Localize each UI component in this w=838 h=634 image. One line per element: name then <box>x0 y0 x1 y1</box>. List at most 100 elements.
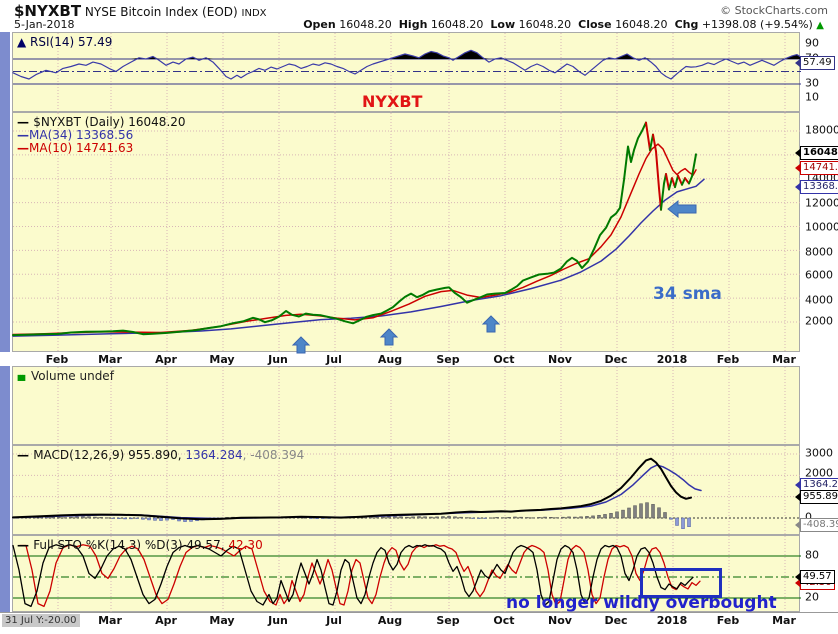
chg-label: Chg <box>674 18 699 31</box>
rsi-panel-tick-30: 30 <box>805 76 819 90</box>
low-label: Low <box>490 18 516 31</box>
month-label-Dec: Dec <box>604 353 628 366</box>
chart-header: $NYXBT NYSE Bitcoin Index (EOD) INDX <box>14 2 267 20</box>
month-label-Sep: Sep <box>436 614 460 627</box>
open-value: 16048.20 <box>339 18 392 31</box>
month-label-Nov: Nov <box>548 614 572 627</box>
high-label: High <box>398 18 428 31</box>
price-panel-tick-8000: 8000 <box>805 245 833 259</box>
x-axis-months-upper: Feb Mar Apr May Jun Jul Aug Sep Oct Nov Dec 2018 Feb… <box>0 352 838 366</box>
exchange-label: INDX <box>241 8 267 19</box>
month-label-Mar: Mar <box>98 614 122 627</box>
macd-panel-legend: — MACD(12,26,9) 955.890, 1364.284, -408.… <box>17 449 304 462</box>
stoch-panel-plot <box>12 536 801 613</box>
month-label-Mar: Mar <box>772 353 796 366</box>
overbought-annotation: no longer wildly overbought <box>506 593 777 613</box>
nyxbt-annotation: NYXBT <box>362 92 423 111</box>
month-label-Apr: Apr <box>155 614 177 627</box>
month-label-Feb: Feb <box>716 353 740 366</box>
ma10-line <box>12 143 697 336</box>
price-panel-callout-16048.20: 16048.20 <box>795 146 838 160</box>
price-dn-3-line <box>665 173 670 191</box>
stoch-panel-tick-20: 20 <box>805 590 819 604</box>
rsi-panel-legend: ▲ RSI(14) 57.49 <box>17 36 112 49</box>
ma34-line <box>12 178 705 337</box>
stoch-panel[interactable]: — Full STO %K(14,3) %D(3) 49.57, 42.30 <box>12 535 801 613</box>
price-dn-5-line <box>677 174 683 186</box>
rsi-panel-plot <box>12 33 802 113</box>
crosshair-readout: 31 Jul Y:-20.00 <box>2 614 80 627</box>
price-dn-2-line <box>652 133 662 211</box>
rsi-panel-tick-90: 90 <box>805 36 819 50</box>
up-triangle-icon: ▲ <box>816 20 824 31</box>
price-panel-tick-2000: 2000 <box>805 314 833 328</box>
month-label-May: May <box>209 353 235 366</box>
macd-panel-callout--408.394: -408.394 <box>795 518 838 532</box>
legend-text: Full STO %K(14,3) %D(3) 49.57, <box>33 538 229 552</box>
legend-text: RSI(14) 57.49 <box>26 35 113 49</box>
macd-signal-line <box>12 464 702 520</box>
macd-panel-tick-0: 0 <box>805 510 812 524</box>
legend-text: $NYXBT (Daily) 16048.20 <box>33 115 186 129</box>
price-up-4-line <box>668 177 673 191</box>
sma-annotation: 34 sma <box>653 284 722 304</box>
ohlc-row: Open 16048.20 High 16048.20 Low 16048.20… <box>303 18 824 31</box>
macd-panel-plot <box>12 446 801 536</box>
symbol-label: $NYXBT <box>14 2 82 20</box>
month-label-Aug: Aug <box>377 353 403 366</box>
macd-panel-callout-955.890: 955.890 <box>795 490 838 504</box>
month-label-Aug: Aug <box>377 614 403 627</box>
price-panel-tick-6000: 6000 <box>805 268 833 282</box>
month-label-Sep: Sep <box>436 353 460 366</box>
month-label-Apr: Apr <box>155 353 177 366</box>
rsi-panel-tick-10: 10 <box>805 90 819 104</box>
price-panel-callout-13368.56: 13368.56 <box>795 180 838 194</box>
month-label-2018: 2018 <box>656 353 688 366</box>
rsi-panel-callout-57.49: 57.49 <box>795 56 835 70</box>
legend-text: 42.30 <box>228 538 263 552</box>
stoch-k-line <box>12 544 694 608</box>
close-label: Close <box>578 18 612 31</box>
price-panel[interactable]: — $NYXBT (Daily) 16048.20 —MA(34) 13368.5… <box>12 112 801 353</box>
stoch-panel-tick-80: 80 <box>805 548 819 562</box>
month-label-Jul: Jul <box>326 353 342 366</box>
legend-text: — <box>17 115 34 129</box>
month-label-Jun: Jun <box>268 614 288 627</box>
price-up-1-line <box>12 121 647 337</box>
month-label-2018: 2018 <box>656 614 688 627</box>
rsi-panel[interactable]: ▲ RSI(14) 57.49 <box>12 32 802 113</box>
x-axis-months-lower: Mar Apr May Jun Jul Aug Sep Oct Nov Dec 2018 Feb Mar <box>0 612 838 629</box>
legend-text: Volume undef <box>27 369 114 383</box>
month-label-Jul: Jul <box>326 614 342 627</box>
month-label-Feb: Feb <box>716 614 740 627</box>
price-up-7-line <box>688 153 697 185</box>
stoch-highlight-box <box>640 568 722 598</box>
month-label-Nov: Nov <box>548 353 572 366</box>
price-panel-legend: — $NYXBT (Daily) 16048.20 —MA(34) 13368.5… <box>17 116 186 155</box>
price-panel-callout-14741.63: 14741.63 <box>795 161 838 175</box>
macd-panel-tick-3000: 3000 <box>805 446 833 460</box>
month-label-Jun: Jun <box>268 353 288 366</box>
macd-panel-tick-2000: 2000 <box>805 466 833 480</box>
macd-panel-callout-1364.28: 1364.28 <box>795 478 838 492</box>
legend-text: 1364.284 <box>185 448 243 462</box>
macd-panel[interactable]: — MACD(12,26,9) 955.890, 1364.284, -408.… <box>12 445 801 536</box>
legend-text: MACD(12,26,9) 955.890, <box>33 448 186 462</box>
stoch-panel-legend: — Full STO %K(14,3) %D(3) 49.57, 42.30 <box>17 539 263 552</box>
rsi-line <box>12 49 802 80</box>
price-panel-plot <box>12 113 801 353</box>
chart-left-edge-strip <box>0 32 10 612</box>
legend-text: ▮▮▮ <box>17 373 26 382</box>
volume-panel[interactable]: ▮▮▮ Volume undef <box>12 366 800 446</box>
price-panel-tick-10000: 10000 <box>805 220 838 234</box>
chart-date-label: 5-Jan-2018 <box>14 18 75 31</box>
stockcharts-copyright-link[interactable]: © StockCharts.com <box>720 4 828 17</box>
price-up-3-line <box>660 173 667 211</box>
legend-text: , <box>242 448 251 462</box>
price-panel-tick-4000: 4000 <box>805 293 833 307</box>
volume-panel-legend: ▮▮▮ Volume undef <box>17 370 114 384</box>
legend-text: — <box>17 538 34 552</box>
high-value: 16048.20 <box>430 18 484 31</box>
legend-text: — <box>17 141 29 155</box>
month-label-Oct: Oct <box>493 614 515 627</box>
